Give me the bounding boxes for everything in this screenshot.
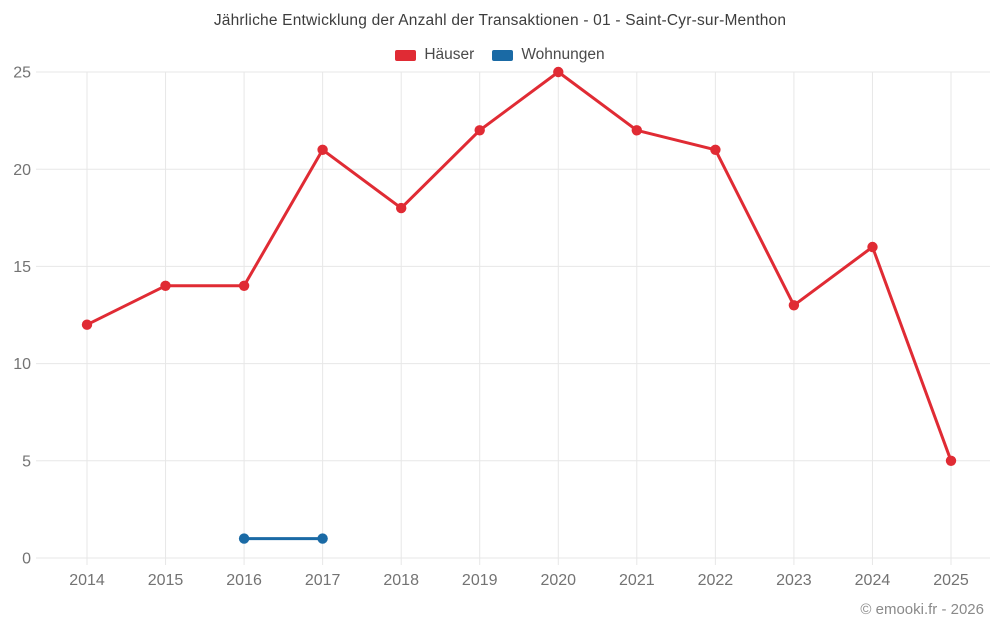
x-tick-label: 2014 xyxy=(69,572,105,589)
legend-label: Wohnungen xyxy=(521,46,605,63)
data-point[interactable] xyxy=(81,319,93,330)
x-tick-label: 2019 xyxy=(462,572,498,589)
data-point[interactable] xyxy=(474,125,485,136)
y-tick-label: 25 xyxy=(13,65,31,82)
y-tick-label: 5 xyxy=(22,453,31,470)
y-tick-label: 10 xyxy=(13,356,31,373)
legend-label: Häuser xyxy=(424,46,475,63)
chart-title: Jährliche Entwicklung der Anzahl der Tra… xyxy=(213,12,787,29)
legend-swatch-icon xyxy=(395,49,417,61)
data-point[interactable] xyxy=(160,280,171,291)
chart-legend: Häuser Wohnungen xyxy=(0,46,1000,64)
data-point[interactable] xyxy=(396,202,407,214)
x-tick-label: 2020 xyxy=(540,572,576,589)
x-tick-label: 2025 xyxy=(933,572,969,589)
x-tick-label: 2015 xyxy=(148,572,184,589)
data-point[interactable] xyxy=(945,455,957,466)
data-point[interactable] xyxy=(631,125,642,136)
x-tick-label: 2022 xyxy=(698,572,734,589)
data-point[interactable] xyxy=(867,241,878,253)
x-tick-label: 2023 xyxy=(776,572,812,589)
x-tick-label: 2024 xyxy=(855,572,891,589)
x-tick-label: 2018 xyxy=(383,572,419,589)
data-point[interactable] xyxy=(317,533,328,544)
data-point[interactable] xyxy=(238,280,250,291)
legend-item[interactable]: Wohnungen xyxy=(492,46,605,64)
legend-swatch-icon xyxy=(492,49,514,61)
y-tick-label: 0 xyxy=(22,551,31,568)
data-point[interactable] xyxy=(238,533,250,544)
x-tick-label: 2021 xyxy=(619,572,655,589)
x-tick-label: 2017 xyxy=(305,572,341,589)
data-point[interactable] xyxy=(553,66,564,78)
legend-item[interactable]: Häuser xyxy=(395,46,474,64)
series-line xyxy=(85,70,953,463)
data-point[interactable] xyxy=(710,144,721,155)
copyright-text: © emooki.fr - 2026 xyxy=(860,601,984,618)
y-tick-label: 15 xyxy=(13,259,31,276)
y-tick-label: 20 xyxy=(13,162,31,179)
x-tick-label: 2016 xyxy=(226,572,262,589)
data-point[interactable] xyxy=(788,300,800,311)
data-point[interactable] xyxy=(317,144,328,155)
